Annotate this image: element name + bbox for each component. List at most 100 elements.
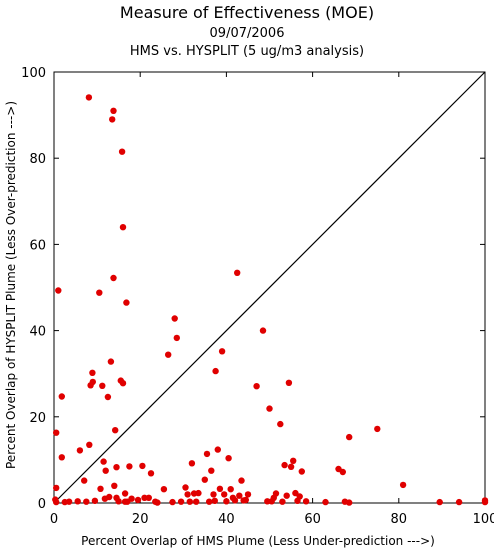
- data-point: [223, 498, 230, 505]
- data-point: [296, 493, 303, 500]
- data-point: [76, 447, 84, 454]
- data-point: [110, 107, 117, 115]
- data-point: [279, 498, 286, 505]
- data-point: [96, 289, 103, 296]
- data-point: [81, 477, 88, 484]
- data-point: [346, 499, 353, 506]
- data-point: [211, 497, 218, 504]
- chart-date: 09/07/2006: [210, 26, 285, 41]
- data-point: [86, 441, 93, 448]
- data-point: [85, 94, 93, 101]
- data-point: [231, 497, 239, 504]
- x-tick-label: 0: [50, 512, 58, 527]
- x-tick-label: 20: [132, 512, 149, 527]
- data-point: [195, 489, 202, 497]
- data-point: [277, 420, 284, 428]
- data-point: [242, 496, 249, 504]
- data-point: [100, 458, 107, 465]
- y-tick-label: 80: [29, 152, 46, 167]
- data-point: [58, 454, 65, 461]
- data-point: [253, 383, 260, 390]
- data-point: [302, 498, 310, 505]
- data-point: [119, 224, 127, 231]
- data-point: [264, 498, 271, 505]
- data-point: [216, 485, 224, 492]
- data-point: [154, 499, 161, 506]
- data-point: [147, 470, 155, 477]
- data-point: [99, 382, 106, 389]
- data-point: [184, 491, 191, 498]
- data-point: [171, 315, 178, 322]
- data-point: [107, 358, 115, 365]
- data-point: [119, 380, 127, 387]
- data-point: [285, 379, 293, 386]
- data-point: [160, 486, 168, 493]
- data-point: [112, 427, 119, 434]
- data-point: [234, 269, 241, 276]
- data-point: [102, 467, 109, 474]
- data-point: [436, 498, 443, 506]
- data-point: [221, 491, 228, 498]
- data-point: [218, 348, 226, 355]
- data-point: [266, 405, 273, 412]
- x-tick-label: 40: [218, 512, 235, 527]
- data-point: [259, 327, 267, 334]
- data-point: [283, 492, 290, 499]
- x-axis-label: Percent Overlap of HMS Plume (Less Under…: [81, 534, 435, 548]
- x-axis-ticks: 0 20 40 60 80 100: [50, 72, 494, 527]
- data-point: [104, 393, 112, 401]
- chart-subtitle: HMS vs. HYSPLIT (5 ug/m3 analysis): [130, 44, 364, 59]
- data-point: [52, 496, 59, 503]
- data-point: [113, 464, 120, 471]
- data-point: [173, 334, 180, 342]
- data-point: [145, 494, 152, 501]
- x-tick-label: 100: [473, 512, 494, 527]
- data-point: [186, 498, 193, 505]
- data-point: [212, 367, 219, 375]
- data-point: [188, 460, 196, 467]
- data-point: [97, 485, 104, 492]
- data-point: [128, 495, 135, 502]
- data-point: [182, 484, 189, 491]
- data-point: [244, 491, 252, 498]
- data-point: [236, 492, 243, 499]
- data-point: [83, 498, 90, 505]
- data-point: [201, 476, 208, 483]
- data-point: [346, 433, 353, 441]
- data-point: [238, 477, 245, 484]
- data-point: [91, 497, 99, 504]
- data-point: [203, 450, 211, 458]
- data-point: [214, 446, 221, 453]
- data-point: [298, 468, 305, 475]
- y-tick-label: 60: [29, 238, 46, 253]
- chart-title: Measure of Effectiveness (MOE): [120, 3, 374, 22]
- data-point: [227, 486, 234, 493]
- data-point: [481, 497, 489, 504]
- data-point: [322, 498, 329, 506]
- data-point: [123, 299, 130, 306]
- data-point: [134, 496, 142, 504]
- one-to-one-reference-line: [53, 71, 486, 504]
- data-points: [52, 94, 489, 506]
- x-tick-label: 60: [304, 512, 321, 527]
- data-point: [118, 148, 126, 155]
- data-point: [193, 498, 200, 505]
- y-tick-label: 20: [29, 411, 46, 426]
- data-point: [110, 274, 117, 282]
- data-point: [225, 455, 232, 462]
- data-point: [339, 468, 346, 476]
- data-point: [89, 369, 96, 376]
- data-point: [287, 463, 295, 470]
- data-point: [111, 482, 118, 489]
- data-point: [455, 498, 463, 506]
- data-point: [272, 490, 280, 497]
- data-point: [121, 490, 129, 497]
- data-point: [53, 484, 60, 492]
- data-point: [177, 498, 185, 505]
- data-point: [115, 498, 122, 505]
- data-point: [169, 498, 176, 506]
- data-point: [281, 461, 288, 469]
- data-point: [58, 393, 65, 400]
